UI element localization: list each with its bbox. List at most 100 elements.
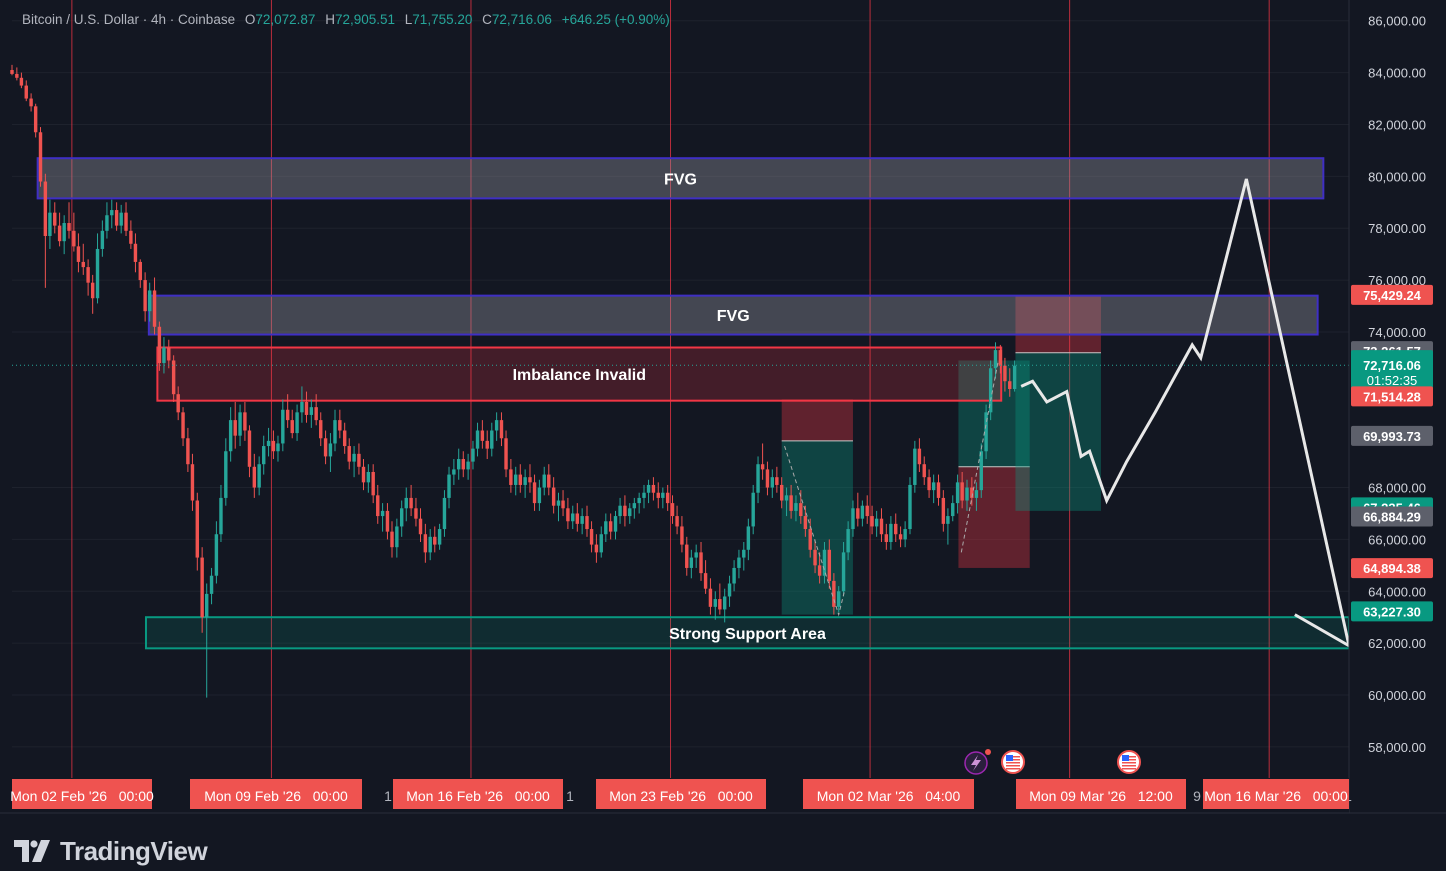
candle-body <box>152 290 157 327</box>
candle-body <box>623 505 627 517</box>
candle <box>751 484 755 535</box>
candle <box>404 487 408 522</box>
candle <box>646 479 651 504</box>
candle <box>779 477 784 509</box>
candle-body <box>437 529 442 545</box>
symbol-title: Bitcoin / U.S. Dollar · 4h · Coinbase <box>22 12 236 27</box>
candle-body <box>233 420 237 436</box>
candle <box>547 464 551 496</box>
candle-body <box>24 85 28 99</box>
price-tag-label: 66,884.29 <box>1363 509 1421 524</box>
candle <box>703 560 708 594</box>
projection-arrowhead <box>1294 613 1350 648</box>
x-tick-label: 1 <box>566 788 574 804</box>
candle <box>594 534 599 563</box>
candle-body <box>371 471 375 496</box>
candle <box>110 199 114 229</box>
candle-body <box>395 526 399 548</box>
candle-body <box>428 536 432 553</box>
candle-body <box>946 516 950 524</box>
candle <box>742 542 746 571</box>
candle <box>167 339 171 369</box>
price-tag <box>1351 284 1433 305</box>
candle-body <box>338 420 342 431</box>
candle-body <box>314 407 318 421</box>
candle-body <box>656 492 660 498</box>
candle-body <box>1003 365 1007 382</box>
candle-body <box>646 484 651 493</box>
close-label: C <box>482 12 492 27</box>
candle-body <box>224 451 228 498</box>
candle-body <box>295 412 299 434</box>
candle <box>822 542 827 584</box>
candle <box>414 497 418 527</box>
candle <box>551 477 556 514</box>
candle <box>670 495 675 524</box>
candle <box>960 471 964 509</box>
candle-body <box>984 412 988 452</box>
candle-body <box>718 599 722 610</box>
candle <box>38 127 43 187</box>
candle <box>846 521 850 561</box>
candle <box>209 567 214 605</box>
candle <box>228 407 233 462</box>
candle <box>100 220 105 257</box>
candle <box>789 484 793 519</box>
candle-body <box>799 503 803 517</box>
candle-body <box>542 474 546 488</box>
low-value: 71,755.20 <box>412 12 473 27</box>
candle <box>760 443 765 480</box>
price-tag-label: 64,894.38 <box>1363 561 1421 576</box>
candle-body <box>998 350 1003 366</box>
candle <box>162 337 166 374</box>
y-tick-label: 58,000.00 <box>1368 740 1426 755</box>
candle <box>518 464 522 493</box>
candle <box>571 505 575 530</box>
candle <box>304 391 309 423</box>
candle <box>879 508 884 543</box>
candle-body <box>670 503 675 517</box>
candle <box>955 474 960 514</box>
price-tag <box>1351 601 1433 622</box>
candle <box>437 523 442 550</box>
x-session-label: Mon 23 Feb '26 00:00 <box>609 788 753 804</box>
candle <box>133 233 138 273</box>
candle-body <box>608 521 613 532</box>
zone-fvg <box>36 157 1325 200</box>
candle <box>219 484 223 543</box>
candle-body <box>157 326 162 364</box>
candle <box>894 513 898 543</box>
candle-body <box>447 474 451 498</box>
y-tick-label: 76,000.00 <box>1368 273 1426 288</box>
candle-body <box>566 508 570 522</box>
candle-body <box>95 248 100 299</box>
candle-body <box>1012 365 1017 389</box>
candle-body <box>927 477 931 491</box>
candle-body <box>651 484 656 493</box>
candle-body <box>347 446 351 462</box>
candle <box>851 500 855 537</box>
candle <box>81 243 85 275</box>
position-loss-zone <box>781 399 853 441</box>
candle <box>471 440 475 470</box>
candle-body <box>851 508 855 530</box>
candle <box>832 573 836 615</box>
candle <box>95 233 100 304</box>
candle <box>931 474 936 504</box>
candle-body <box>694 552 698 558</box>
tradingview-footer[interactable]: TradingView <box>14 834 208 868</box>
candle <box>922 456 926 485</box>
candle <box>276 435 280 462</box>
candle <box>765 461 770 496</box>
candle-body <box>176 394 180 413</box>
candle <box>903 521 907 548</box>
candle <box>371 464 375 504</box>
candle <box>285 394 290 428</box>
candle <box>385 503 390 540</box>
candle-body <box>252 466 257 488</box>
candle-body <box>974 490 979 498</box>
candle-body <box>499 420 504 439</box>
candle-body <box>879 518 884 535</box>
candle <box>433 526 437 553</box>
